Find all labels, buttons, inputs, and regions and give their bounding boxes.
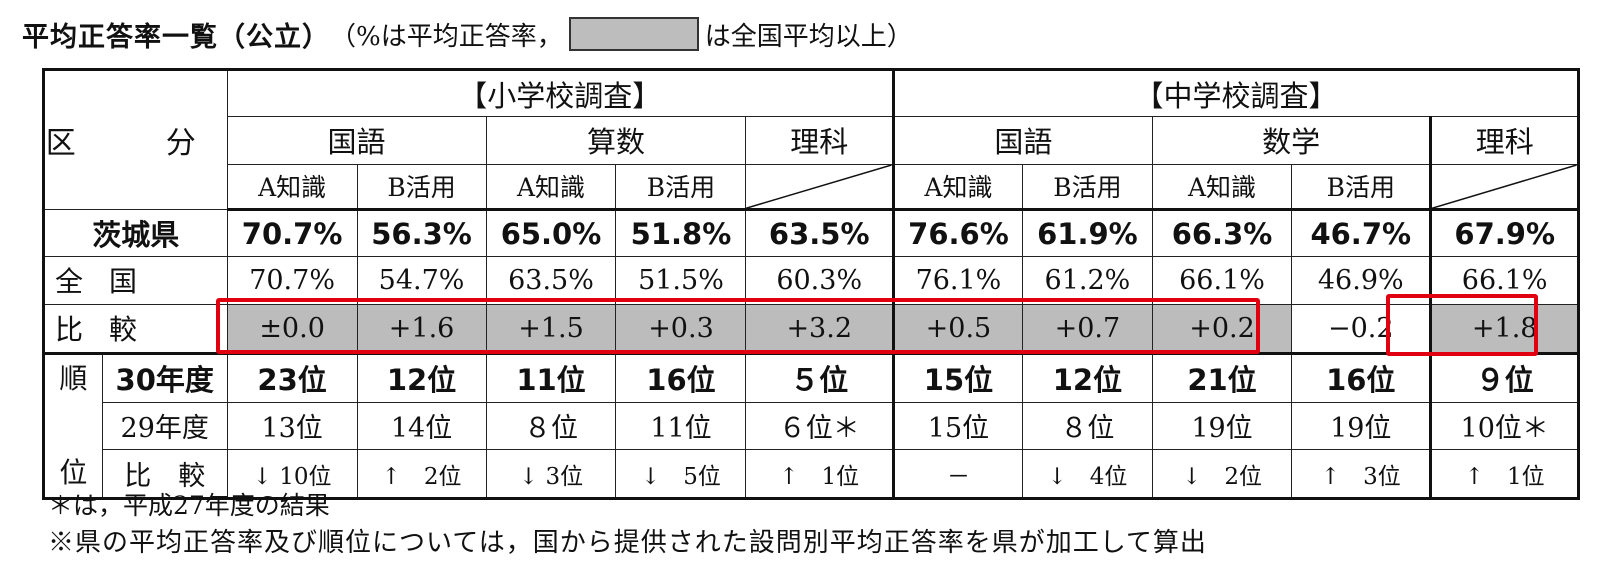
cell-ibaraki: 76.6% (891, 208, 1023, 258)
cell-rank-diff: ↓ 3位 (485, 449, 617, 499)
cell-rank-diff: ↓ 10位 (226, 449, 358, 499)
rank-label-char-1: 順 (43, 352, 103, 403)
sub-el-jp-a: A知識 (226, 163, 358, 211)
diagonal-cell-el-science (745, 163, 894, 211)
row-label-rank-diff: 比 較 (101, 449, 228, 499)
cell-rank-2017: 13位 (226, 401, 358, 451)
cell-rank-2018: 23位 (226, 352, 358, 403)
cell-rank-diff: ↑ 3位 (1291, 449, 1432, 499)
cell-ibaraki: 46.7% (1291, 208, 1432, 258)
row-label-compare: 比較 (43, 303, 228, 355)
score-table: 区 分 【小学校調査】 【中学校調査】 国語 算数 理科 国語 数学 理科 A知… (42, 68, 1580, 500)
cell-rank-2017: 19位 (1291, 401, 1432, 451)
cell-rank-2018: 16位 (615, 352, 747, 403)
cell-compare: +0.7 (1021, 303, 1153, 355)
title-paren-open: （%は平均正答率， (330, 21, 563, 52)
cell-ibaraki: 51.8% (615, 208, 747, 258)
footnote-method: ※県の平均正答率及び順位については，国から提供された設問別平均正答率を県が加工し… (48, 528, 1207, 558)
sub-el-jp-b: B活用 (356, 163, 487, 211)
cell-rank-diff: ↓ 2位 (1151, 449, 1293, 499)
junior-header: 【中学校調査】 (891, 68, 1580, 118)
legend-gray-swatch (568, 17, 699, 51)
rank-label-char-2: 位 (43, 449, 103, 499)
subject-jh-science: 理科 (1429, 116, 1579, 165)
sub-jh-math-a: A知識 (1151, 163, 1293, 211)
cell-national: 66.1% (1429, 256, 1579, 305)
cell-rank-2017: 11位 (615, 401, 747, 451)
cell-rank-2018: 15位 (891, 352, 1023, 403)
elementary-header: 【小学校調査】 (226, 68, 894, 118)
cell-rank-diff: ↑ 1位 (745, 449, 894, 499)
sub-jh-jp-b: B活用 (1021, 163, 1153, 211)
subject-jh-japanese: 国語 (891, 116, 1153, 165)
cell-rank-2017: 19位 (1151, 401, 1293, 451)
cell-rank-2017: 14位 (356, 401, 487, 451)
cell-rank-2018: 16位 (1291, 352, 1432, 403)
cell-national: 61.2% (1021, 256, 1153, 305)
page-title: 平均正答率一覧（公立） （%は平均正答率， は全国平均以上） (22, 12, 913, 56)
row-label-national: 全国 (43, 256, 228, 305)
title-paren-close: は全国平均以上） (704, 21, 913, 52)
cell-national: 51.5% (615, 256, 747, 305)
subject-el-science: 理科 (745, 116, 894, 165)
sub-el-math-b: B活用 (615, 163, 747, 211)
footnote-asterisk: ＊は，平成27年度の結果 (48, 491, 330, 520)
subject-el-japanese: 国語 (226, 116, 487, 165)
cell-compare: +1.8 (1429, 303, 1579, 355)
cell-national: 66.1% (1151, 256, 1293, 305)
cell-rank-2018: 12位 (1021, 352, 1153, 403)
sub-jh-math-b: B活用 (1291, 163, 1432, 211)
diagonal-cell-jh-science (1429, 163, 1579, 211)
cell-rank-2017: 15位 (891, 401, 1023, 451)
cell-rank-2018: 11位 (485, 352, 617, 403)
row-label-rank-2018: 30年度 (101, 352, 228, 403)
cell-national: 60.3% (745, 256, 894, 305)
cell-compare: ±0.0 (226, 303, 358, 355)
cell-rank-2017: ８位 (1021, 401, 1153, 451)
cell-rank-diff: － (891, 449, 1023, 499)
subject-jh-math: 数学 (1151, 116, 1432, 165)
row-label-ibaraki: 茨城県 (43, 208, 228, 258)
cell-ibaraki: 61.9% (1021, 208, 1153, 258)
sub-jh-jp-a: A知識 (891, 163, 1023, 211)
kubun-header: 区 分 (43, 69, 228, 210)
highlight-box-main (216, 298, 1260, 354)
cell-ibaraki: 56.3% (356, 208, 487, 258)
cell-national: 63.5% (485, 256, 617, 305)
cell-rank-2017: 10位＊ (1429, 401, 1579, 451)
cell-rank-diff: ↓ 5位 (615, 449, 747, 499)
cell-ibaraki: 65.0% (485, 208, 617, 258)
cell-rank-2018: 21位 (1151, 352, 1293, 403)
cell-rank-diff: ↑ 1位 (1429, 449, 1579, 499)
cell-ibaraki: 66.3% (1151, 208, 1293, 258)
cell-ibaraki: 67.9% (1429, 208, 1579, 258)
cell-rank-2018: ９位 (1429, 352, 1579, 403)
title-main: 平均正答率一覧（公立） (22, 21, 330, 53)
cell-rank-2018: ５位 (745, 352, 894, 403)
cell-compare: +0.2 (1151, 303, 1293, 355)
cell-rank-2017: ８位 (485, 401, 617, 451)
row-label-rank-2017: 29年度 (101, 401, 228, 451)
cell-ibaraki: 63.5% (745, 208, 894, 258)
sub-el-math-a: A知識 (485, 163, 617, 211)
rank-label-spacer (43, 402, 103, 450)
cell-national: 76.1% (891, 256, 1023, 305)
cell-rank-2018: 12位 (356, 352, 487, 403)
subject-el-math: 算数 (485, 116, 747, 165)
cell-rank-diff: ↑ 2位 (356, 449, 487, 499)
cell-compare: −0.2 (1291, 303, 1432, 355)
cell-national: 70.7% (226, 256, 358, 305)
cell-rank-diff: ↓ 4位 (1021, 449, 1153, 499)
cell-national: 54.7% (356, 256, 487, 305)
cell-ibaraki: 70.7% (226, 208, 358, 258)
highlight-box-science (1386, 294, 1538, 356)
cell-rank-2017: ６位＊ (745, 401, 894, 451)
